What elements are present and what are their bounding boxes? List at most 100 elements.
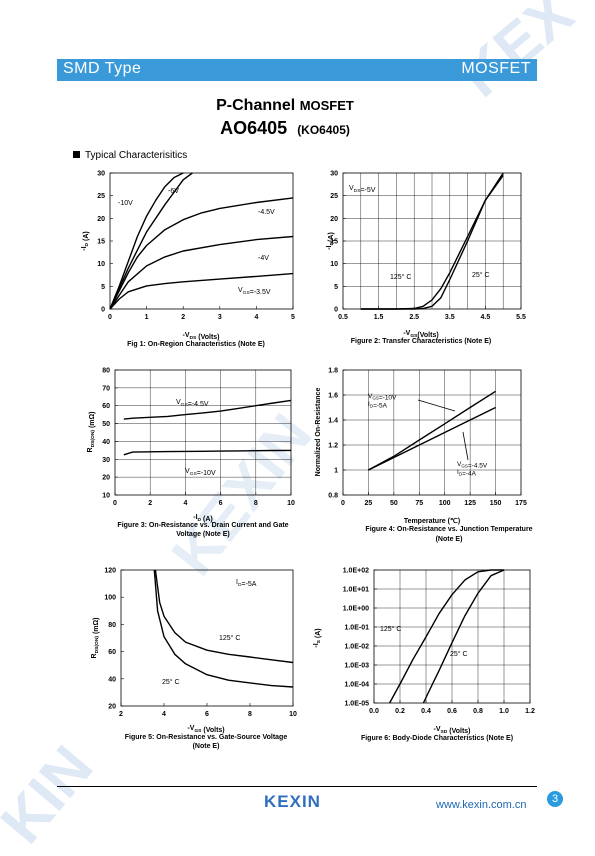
fig1-series-3-line [109, 197, 294, 310]
header-left-label: SMD Type [63, 60, 142, 77]
fig1-annot-10v: -10V [118, 200, 133, 207]
fig5-series-1-line [154, 569, 294, 664]
fig6-x-tick-label: 1.0 [499, 708, 509, 715]
fig2-annot-vds: VDS=-5V [349, 185, 376, 194]
fig5-y-tick-label: 60 [108, 649, 116, 656]
fig5-x-tick-label: 6 [205, 711, 209, 718]
fig4-x-tick-label: 75 [415, 500, 423, 507]
fig6-y-tick-label: 1.0E-02 [344, 644, 369, 651]
fig5-series-2-line [153, 569, 294, 688]
fig3-series-2-line [123, 449, 292, 456]
fig2-series-2-line [360, 174, 504, 310]
fig4-ylabel: Normalized On-Resistance [315, 388, 322, 477]
fig6-annot-25c: 25° C [450, 650, 468, 658]
fig2-y-tick-label: 5 [334, 284, 338, 291]
fig5-annot-id: ID=-5A [236, 579, 257, 588]
fig1-y-tick-label: 0 [101, 307, 105, 314]
fig6-x-tick-label: 0.0 [369, 708, 379, 715]
fig6-y-tick-label: 1.0E-05 [344, 701, 369, 708]
fig2-xlabel: -VGS(Volts) [403, 330, 438, 339]
fig1-x-tick-label: 4 [254, 314, 258, 321]
fig3-chart: 0 2 4 6 8 10 10 20 30 40 50 60 70 80 [102, 368, 295, 508]
fig3-x-tick-label: 4 [183, 500, 187, 507]
fig5-y-tick-label: 40 [108, 676, 116, 683]
fig1-caption: Fig 1: On-Region Characteristics (Note E… [127, 341, 265, 348]
fig2-y-tick-label: 0 [334, 307, 338, 314]
fig3-x-tick-label: 0 [113, 500, 117, 507]
fig6-x-tick-label: 0.8 [473, 708, 483, 715]
fig4-annot-id4: ID=-4A [457, 469, 477, 478]
fig4-plot-frame [342, 369, 522, 496]
fig4-xlabel: Temperature (℃) [404, 517, 460, 525]
fig1-x-tick-label: 1 [145, 314, 149, 321]
website-link[interactable]: www.kexin.com.cn [436, 799, 527, 811]
fig1-annot-6v: -6V [168, 188, 179, 195]
fig4-x-tick-label: 25 [365, 500, 373, 507]
fig3-x-tick-label: 10 [287, 500, 295, 507]
fig6-caption: Figure 6: Body-Diode Characteristics (No… [361, 735, 513, 742]
fig4-x-tick-label: 175 [515, 500, 527, 507]
fig2-annot-125c: 125° C [390, 273, 411, 281]
fig4-chart: 0 25 50 75 100 125 150 175 0.8 1 1.2 1.4 1.6 1.8 [328, 368, 527, 508]
fig1-chart: 0 1 2 3 4 5 0 5 10 15 20 25 30 [97, 171, 295, 322]
fig3-plot-frame [114, 369, 292, 496]
fig6-annot-125c: 125° C [380, 625, 401, 633]
fig2-y-tick-label: 30 [330, 171, 338, 178]
fig3-x-tick-label: 8 [254, 500, 258, 507]
fig1-annot-4v: -4V [258, 255, 269, 262]
fig2-y-tick-label: 25 [330, 193, 338, 200]
section-title: Typical Characterisitics [85, 150, 188, 161]
fig6-y-tick-label: 1.0E+01 [343, 587, 369, 594]
alt-part-number: (KO6405) [297, 123, 350, 137]
fig3-x-tick-label: 6 [219, 500, 223, 507]
fig6-x-tick-label: 0.6 [447, 708, 457, 715]
fig5-y-tick-label: 120 [104, 568, 116, 575]
fig2-x-tick-label: 0.5 [338, 314, 348, 321]
fig4-x-tick-label: 0 [341, 500, 345, 507]
fig4-arrow-2 [462, 431, 469, 461]
fig4-x-tick-label: 125 [464, 500, 476, 507]
fig5-x-tick-label: 10 [289, 711, 297, 718]
fig3-series-1-line [123, 399, 292, 420]
fig1-series-5-line [109, 272, 294, 310]
fig5-y-tick-label: 80 [108, 622, 116, 629]
fig3-y-tick-label: 40 [102, 439, 110, 446]
fig1-y-tick-label: 15 [97, 239, 105, 246]
fig1-y-tick-label: 5 [101, 284, 105, 291]
fig1-series-2-line [109, 172, 193, 310]
fig4-caption-line2: (Note E) [436, 536, 463, 543]
fig3-y-tick-label: 10 [102, 493, 110, 500]
fig4-y-tick-label: 1.4 [328, 418, 338, 425]
fig4-annot-vgs4p5: VGS=-4.5V [457, 461, 488, 470]
fig2-x-tick-label: 4.5 [481, 314, 491, 321]
fig1-annot-3p5v: VGS=-3.5V [238, 287, 271, 296]
section-heading: Typical Characterisitics [73, 150, 187, 161]
fig4-annot-id5: ID=-5A [368, 401, 388, 410]
fig5-y-tick-label: 20 [108, 704, 116, 711]
fig5-x-tick-label: 4 [162, 711, 166, 718]
fig2-chart: 0.5 1.5 2.5 3.5 4.5 5.5 0 5 10 15 20 25 30 [330, 171, 526, 322]
fig2-y-tick-label: 20 [330, 216, 338, 223]
header-bar: SMD Type MOSFET [57, 59, 537, 81]
fig6-series-2-line [422, 569, 505, 704]
fig5-caption-line1: Figure 5: On-Resistance vs. Gate-Source … [125, 734, 288, 741]
fig6-x-tick-label: 1.2 [525, 708, 535, 715]
fig4-y-tick-label: 1.8 [328, 368, 338, 375]
kexin-logo: KEXIN [264, 792, 321, 811]
title-main: P-Channel [216, 97, 300, 114]
part-number-title: AO6405 (KO6405) [0, 118, 570, 139]
fig4-x-tick-label: 50 [390, 500, 398, 507]
fig1-series-1-line [109, 172, 184, 310]
fig6-y-tick-label: 1.0E-01 [344, 625, 369, 632]
fig4-annot-vgs10: VGS=-10V [368, 393, 397, 402]
fig4-caption-line1: Figure 4: On-Resistance vs. Junction Tem… [365, 526, 532, 533]
fig6-xlabel: -VSD (Volts) [433, 726, 470, 735]
fig5-chart: 2 4 6 8 10 20 40 60 80 100 120 [104, 568, 297, 719]
fig2-ylabel: -ID(A) [326, 232, 335, 250]
fig6-x-tick-label: 0.4 [421, 708, 431, 715]
fig1-x-tick-label: 0 [108, 314, 112, 321]
fig6-series-1-line [388, 569, 504, 704]
fig3-annot-4p5v: VGS=-4.5V [176, 399, 209, 408]
fig1-x-tick-label: 2 [181, 314, 185, 321]
